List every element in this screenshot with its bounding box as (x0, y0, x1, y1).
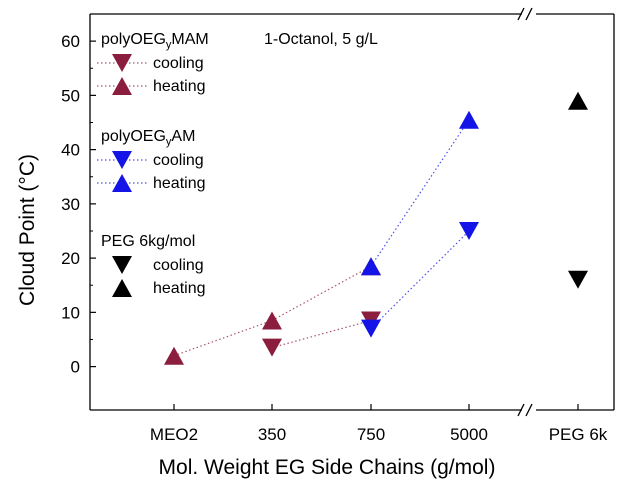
y-tick-label: 60 (61, 32, 80, 51)
y-tick-label: 40 (61, 141, 80, 160)
x-axis-title: Mol. Weight EG Side Chains (g/mol) (159, 456, 496, 479)
legend-group-title: PEG 6kg/mol (101, 233, 195, 250)
x-tick-label: 5000 (450, 425, 488, 444)
legend-marker (112, 54, 132, 72)
x-axis-ticks: MEO2 350 750 5000 PEG 6k (150, 404, 608, 444)
top-axis-break-mark (525, 7, 533, 21)
plot-frame (89, 7, 615, 417)
x-tick-label: MEO2 (150, 425, 198, 444)
y-axis-title: Cloud Point (°C) (16, 154, 39, 306)
legend-marker (112, 256, 132, 274)
y-tick-label: 50 (61, 86, 80, 105)
legend-label: heating (153, 78, 206, 95)
y-tick-label: 10 (61, 303, 80, 322)
legend-marker (112, 174, 132, 192)
legend-marker (112, 151, 132, 169)
data-point (164, 346, 184, 365)
legend-group-title: polyOEGyMAM (101, 31, 209, 51)
y-tick-label: 0 (71, 358, 80, 377)
data-point (262, 311, 282, 330)
legend-label: cooling (153, 152, 204, 169)
series-lines (173, 119, 470, 357)
y-axis-ticks: 0 10 20 30 40 50 60 (61, 32, 96, 377)
legend-label: cooling (153, 55, 204, 72)
data-point (262, 338, 282, 357)
data-point (568, 270, 588, 289)
x-axis-break-mark (517, 403, 525, 417)
data-point (568, 91, 588, 110)
legend-label: cooling (153, 257, 204, 274)
data-markers (164, 91, 588, 365)
annotation-label: 1-Octanol, 5 g/L (264, 31, 378, 48)
x-tick-label: 750 (357, 425, 385, 444)
series-line (271, 319, 372, 349)
y-tick-label: 30 (61, 195, 80, 214)
legend-group-title: polyOEGyAM (101, 128, 195, 148)
legend-label: heating (153, 280, 206, 297)
x-tick-label: 350 (258, 425, 286, 444)
data-point (459, 110, 479, 129)
top-axis-break-mark (517, 7, 525, 21)
legend-label: heating (153, 175, 206, 192)
data-point (361, 319, 381, 338)
x-tick-label: PEG 6k (549, 425, 608, 444)
legend-marker (112, 279, 132, 297)
x-axis-break-mark (525, 403, 533, 417)
data-point (361, 257, 381, 276)
series-line (370, 230, 470, 330)
y-tick-label: 20 (61, 249, 80, 268)
series-line (370, 119, 470, 267)
legend: polyOEGyMAM cooling heating polyOEGyAM cooli… (97, 31, 209, 297)
legend-marker (112, 77, 132, 95)
data-point (459, 221, 479, 240)
